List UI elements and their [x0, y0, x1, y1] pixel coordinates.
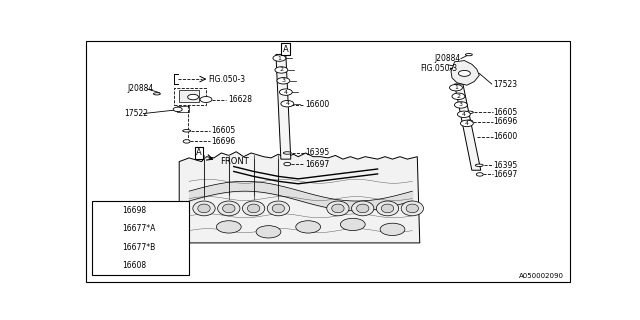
- Text: 16628: 16628: [228, 95, 252, 104]
- Text: 3: 3: [459, 102, 463, 108]
- Circle shape: [99, 244, 111, 251]
- Text: 1: 1: [103, 208, 107, 213]
- Text: 2: 2: [280, 68, 284, 72]
- Text: 16696: 16696: [211, 137, 236, 146]
- Text: 1: 1: [454, 85, 458, 90]
- Ellipse shape: [154, 93, 161, 95]
- Circle shape: [284, 162, 291, 166]
- Circle shape: [277, 77, 290, 84]
- Text: 16600: 16600: [305, 100, 330, 109]
- Circle shape: [449, 84, 463, 91]
- Circle shape: [460, 120, 474, 127]
- Text: FRONT: FRONT: [220, 157, 248, 166]
- Text: 4: 4: [284, 90, 288, 95]
- Text: 16677*B: 16677*B: [122, 243, 156, 252]
- Ellipse shape: [284, 152, 291, 154]
- Text: 16697: 16697: [305, 160, 330, 169]
- Text: 16395: 16395: [493, 161, 518, 170]
- Text: A: A: [196, 148, 202, 157]
- Ellipse shape: [182, 130, 191, 132]
- Circle shape: [476, 173, 483, 176]
- Text: 3: 3: [282, 78, 285, 83]
- Text: 2: 2: [456, 94, 460, 99]
- Circle shape: [99, 207, 111, 213]
- Text: J20884: J20884: [435, 54, 461, 63]
- Text: FIG.050-3: FIG.050-3: [208, 75, 245, 84]
- Circle shape: [452, 93, 465, 100]
- Ellipse shape: [356, 204, 369, 213]
- Text: 16677*A: 16677*A: [122, 224, 156, 233]
- Ellipse shape: [332, 204, 344, 213]
- Text: 16696: 16696: [493, 117, 518, 126]
- Text: 16608: 16608: [122, 261, 147, 270]
- Text: FIG.050-3: FIG.050-3: [420, 64, 457, 73]
- Bar: [179, 90, 199, 102]
- Ellipse shape: [218, 201, 240, 216]
- Circle shape: [340, 218, 365, 231]
- Text: A050002090: A050002090: [518, 273, 564, 279]
- Text: 16698: 16698: [122, 206, 147, 215]
- Text: 16605: 16605: [493, 108, 518, 117]
- Ellipse shape: [406, 204, 419, 213]
- Circle shape: [99, 226, 111, 232]
- Text: 4: 4: [103, 263, 107, 268]
- Circle shape: [454, 102, 467, 108]
- Text: 17523: 17523: [493, 80, 517, 89]
- Text: 4: 4: [285, 101, 289, 106]
- Circle shape: [200, 97, 212, 102]
- Bar: [174, 88, 207, 105]
- Bar: [92, 201, 189, 275]
- Ellipse shape: [272, 204, 285, 213]
- Circle shape: [183, 140, 190, 143]
- Ellipse shape: [476, 164, 483, 166]
- Ellipse shape: [268, 201, 289, 216]
- Polygon shape: [179, 152, 420, 243]
- Ellipse shape: [198, 204, 210, 213]
- Text: 1: 1: [278, 56, 282, 60]
- Text: 16605: 16605: [211, 126, 236, 135]
- Ellipse shape: [465, 53, 472, 56]
- Circle shape: [281, 100, 294, 107]
- Circle shape: [216, 221, 241, 233]
- Text: 4: 4: [462, 112, 466, 117]
- Circle shape: [256, 226, 281, 238]
- Circle shape: [99, 262, 111, 269]
- Ellipse shape: [248, 204, 260, 213]
- Text: 3: 3: [103, 245, 107, 250]
- Text: 17522: 17522: [125, 109, 148, 118]
- Circle shape: [296, 221, 321, 233]
- Text: A: A: [283, 45, 289, 54]
- Circle shape: [458, 70, 470, 76]
- Ellipse shape: [223, 204, 235, 213]
- Ellipse shape: [465, 111, 474, 114]
- Text: 16600: 16600: [493, 132, 518, 141]
- Polygon shape: [454, 84, 481, 170]
- Text: 4: 4: [465, 121, 469, 126]
- Text: 2: 2: [103, 226, 107, 231]
- Circle shape: [275, 67, 288, 73]
- Circle shape: [188, 94, 198, 100]
- Text: J20884: J20884: [127, 84, 154, 93]
- Circle shape: [173, 107, 182, 112]
- Circle shape: [466, 120, 473, 124]
- Text: 16697: 16697: [493, 170, 518, 179]
- Bar: [177, 107, 189, 112]
- Circle shape: [273, 55, 286, 61]
- Circle shape: [458, 111, 470, 117]
- Ellipse shape: [193, 201, 215, 216]
- Polygon shape: [451, 60, 479, 85]
- Polygon shape: [276, 54, 291, 159]
- Text: 16395: 16395: [305, 148, 330, 157]
- Ellipse shape: [381, 204, 394, 213]
- Circle shape: [280, 89, 292, 95]
- Ellipse shape: [327, 201, 349, 216]
- Ellipse shape: [376, 201, 399, 216]
- Ellipse shape: [351, 201, 374, 216]
- Ellipse shape: [243, 201, 265, 216]
- Circle shape: [380, 223, 405, 236]
- Ellipse shape: [401, 201, 424, 216]
